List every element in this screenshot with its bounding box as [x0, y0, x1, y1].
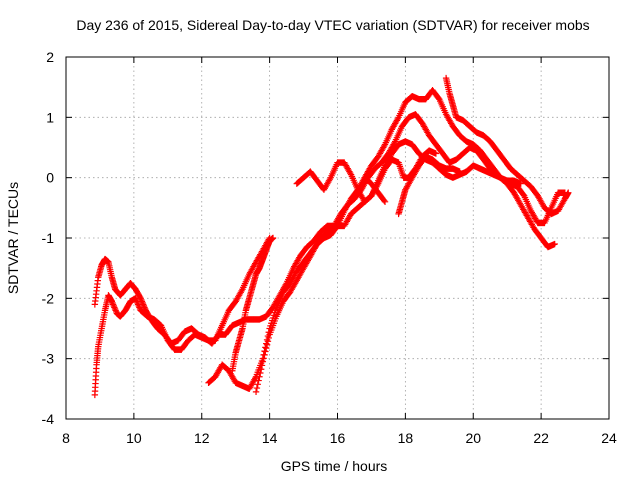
data-point — [265, 334, 272, 342]
data-point — [551, 240, 558, 248]
data-point — [138, 298, 146, 305]
data-point — [380, 197, 388, 204]
data-point — [140, 301, 147, 308]
data-point — [252, 388, 260, 396]
data-point — [432, 150, 440, 157]
data-point — [253, 384, 261, 392]
data-point — [257, 366, 265, 373]
data-point — [252, 375, 259, 382]
data-point — [238, 287, 245, 294]
x-tick-label: 10 — [126, 430, 142, 446]
data-point — [257, 369, 264, 377]
x-tick-label: 12 — [194, 430, 210, 446]
data-point — [141, 304, 148, 311]
y-tick-label: 1 — [46, 109, 54, 125]
data-point — [138, 296, 145, 304]
x-tick-label: 24 — [601, 430, 617, 446]
y-axis-title: SDTVAR / TECUs — [5, 182, 21, 294]
x-tick-label: 14 — [262, 430, 278, 446]
x-tick-label: 8 — [62, 430, 70, 446]
data-point — [111, 304, 118, 311]
series-track-g — [395, 153, 463, 218]
series-track-h — [442, 74, 572, 218]
series-track-e — [252, 86, 558, 396]
series-track-a — [91, 234, 273, 399]
x-tick-label: 20 — [465, 430, 481, 446]
x-tick-label: 22 — [533, 430, 549, 446]
y-tick-label: 2 — [46, 49, 54, 65]
data-point — [109, 299, 116, 307]
data-point — [381, 198, 389, 205]
chart-title: Day 236 of 2015, Sidereal Day-to-day VTE… — [76, 17, 589, 33]
data-series — [91, 74, 572, 399]
y-tick-label: -2 — [42, 290, 55, 306]
data-point — [264, 338, 272, 345]
data-point — [108, 298, 116, 305]
data-point — [111, 305, 119, 313]
y-tick-label: -4 — [42, 411, 55, 427]
data-point — [391, 139, 398, 147]
data-point — [380, 142, 388, 150]
data-point — [140, 302, 148, 310]
data-point — [517, 180, 524, 187]
x-axis-title: GPS time / hours — [281, 458, 388, 474]
y-tick-label: -3 — [42, 351, 55, 367]
data-point — [269, 234, 277, 242]
data-point — [263, 344, 270, 352]
x-tick-label: 18 — [398, 430, 414, 446]
y-tick-label: -1 — [42, 230, 55, 246]
data-point — [109, 301, 117, 308]
data-point — [258, 362, 266, 369]
data-point — [259, 358, 267, 365]
data-point — [261, 351, 268, 359]
data-point — [263, 341, 271, 348]
data-point — [262, 348, 269, 355]
series-track-i — [361, 174, 389, 205]
data-point — [456, 168, 463, 175]
data-point — [137, 295, 144, 302]
series-track-d — [229, 234, 277, 374]
data-point — [256, 373, 263, 380]
data-point — [260, 355, 267, 362]
data-point — [565, 189, 572, 196]
data-point — [112, 307, 119, 314]
data-point — [347, 169, 354, 177]
data-point — [394, 115, 401, 123]
y-tick-label: 0 — [46, 170, 54, 186]
data-point — [110, 302, 117, 310]
grid — [66, 57, 609, 419]
data-point — [326, 175, 334, 183]
x-tick-label: 16 — [330, 430, 346, 446]
data-point — [139, 299, 146, 307]
data-point — [255, 377, 262, 384]
data-point — [254, 381, 261, 388]
